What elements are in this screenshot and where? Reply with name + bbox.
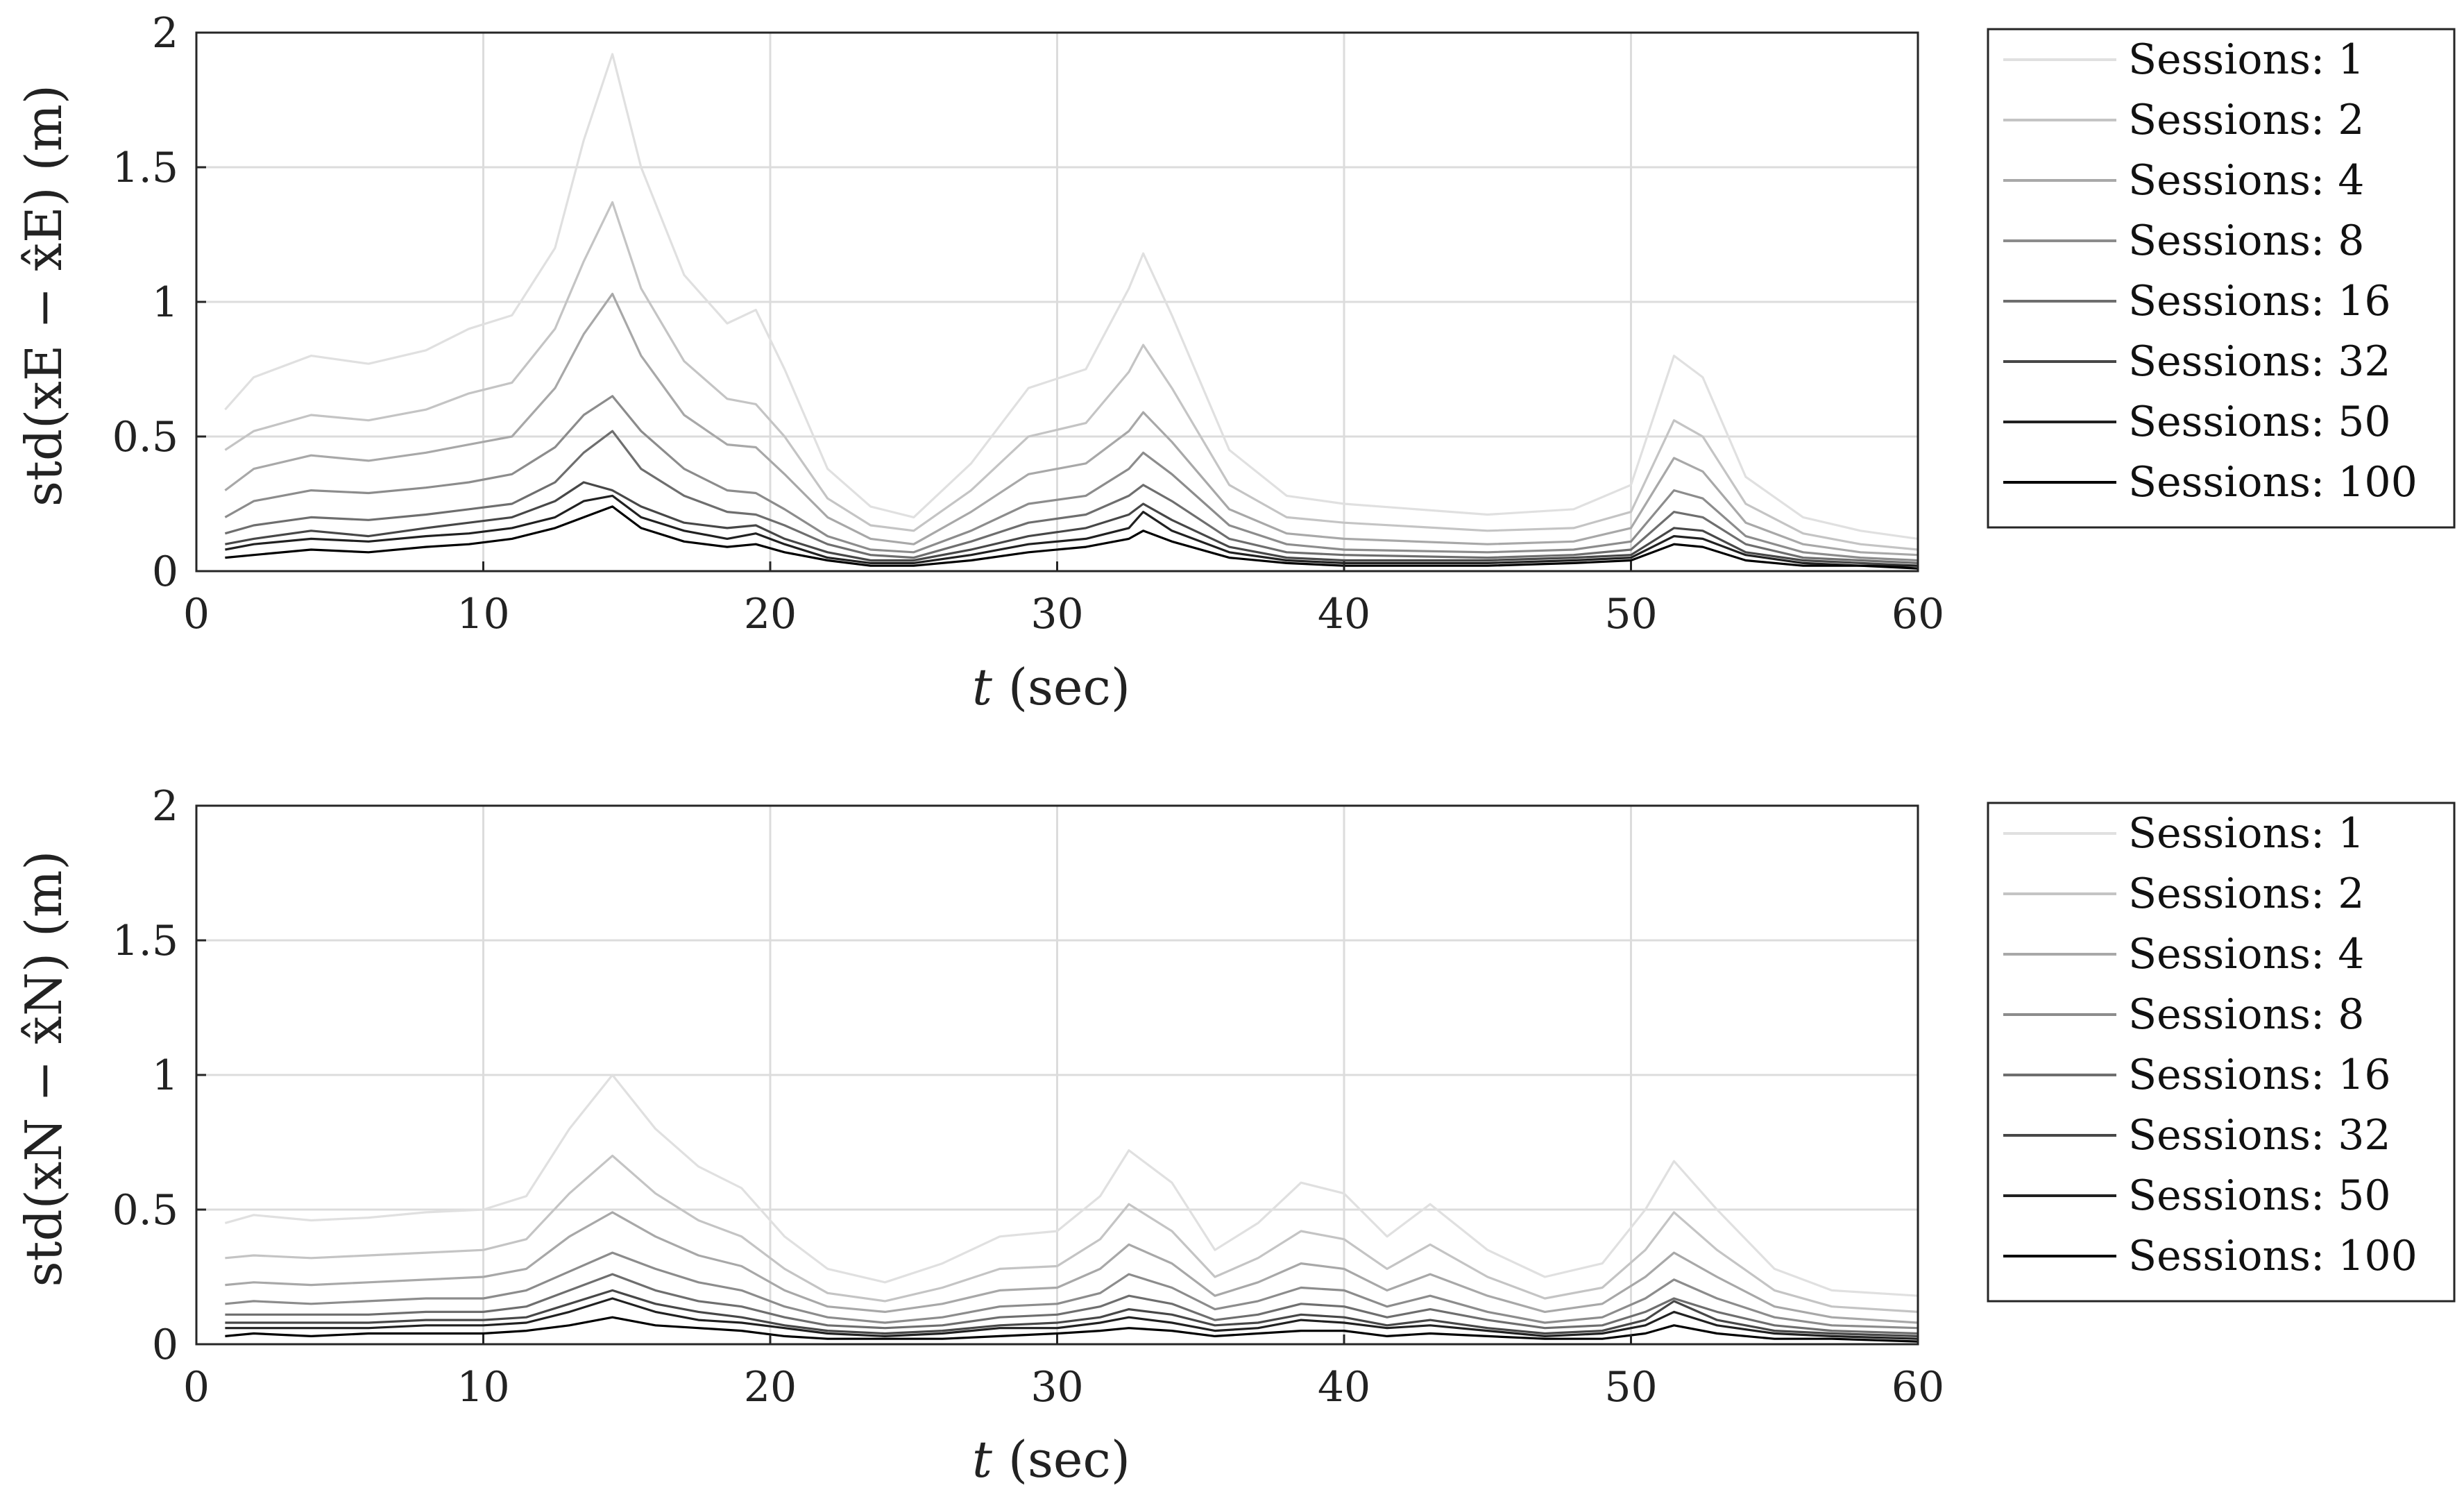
series-line-east-2 <box>224 292 1919 557</box>
legend-label-6: Sessions: 50 <box>2128 398 2391 446</box>
series-line-north-6 <box>225 1297 1919 1340</box>
x-tick-label-4: 40 <box>1318 590 1370 638</box>
legend-box <box>1987 802 2456 1303</box>
y-tick-label-1: 0.5 <box>112 413 178 461</box>
x-tick-label-1: 10 <box>457 590 509 638</box>
series-line-north-4 <box>225 1273 1919 1335</box>
grid-east <box>195 31 1919 573</box>
x-tick-label-5: 50 <box>1604 590 1657 638</box>
y-tick-label-1: 0.5 <box>112 1186 178 1235</box>
legend-label-0: Sessions: 1 <box>2128 809 2364 858</box>
legend-label-0: Sessions: 1 <box>2128 35 2364 84</box>
x-tick-label-6: 60 <box>1892 1363 1944 1412</box>
legend-label-1: Sessions: 2 <box>2128 870 2364 918</box>
x-tick-label-2: 20 <box>744 1363 797 1412</box>
y-tick-label-0: 0 <box>152 548 178 596</box>
y-tick-label-2: 1 <box>152 278 178 327</box>
panel-east: 0 10 20 30 40 50 60 0 0.5 1 1.5 2 t (sec) std(xE − … <box>15 9 2456 716</box>
legend-label-3: Sessions: 8 <box>2128 217 2364 265</box>
y-tick-label-4: 2 <box>152 9 178 58</box>
x-tick-label-1: 10 <box>457 1363 509 1412</box>
legend-label-3: Sessions: 8 <box>2128 990 2364 1039</box>
series-line-east-1 <box>224 201 1919 551</box>
y-tick-label-3: 1.5 <box>112 144 178 192</box>
legend-north: Sessions: 1 Sessions: 2 Sessions: 4 Session… <box>1987 802 2456 1303</box>
tick-labels-east: 0 10 20 30 40 50 60 0 0.5 1 1.5 2 <box>112 9 1945 638</box>
series-line-north-2 <box>225 1211 1919 1324</box>
series-line-north-0 <box>224 1074 1919 1297</box>
x-tick-label-3: 30 <box>1030 1363 1083 1412</box>
series-line-east-0 <box>224 53 1919 540</box>
series-line-east-7 <box>225 505 1919 570</box>
x-axis-label-north: t (sec) <box>972 1430 1130 1489</box>
legend-east: Sessions: 1 Sessions: 2 Sessions: 4 Session… <box>1987 28 2456 529</box>
tick-labels-north: 0 10 20 30 40 50 60 0 0.5 1 1.5 2 <box>112 782 1945 1412</box>
x-axis-var-north: t <box>972 1430 993 1489</box>
x-axis-unit-north: (sec) <box>992 1430 1130 1489</box>
legend-label-4: Sessions: 16 <box>2128 1051 2391 1099</box>
y-tick-label-3: 1.5 <box>112 917 178 965</box>
y-tick-label-2: 1 <box>152 1051 178 1100</box>
y-tick-label-0: 0 <box>152 1321 178 1369</box>
legend-label-1: Sessions: 2 <box>2128 96 2364 144</box>
series-group-north <box>224 1074 1919 1343</box>
legend-label-4: Sessions: 16 <box>2128 277 2391 325</box>
x-tick-label-0: 0 <box>183 590 210 638</box>
x-axis-var-east: t <box>972 658 993 716</box>
series-line-east-5 <box>225 481 1919 567</box>
series-line-north-3 <box>225 1251 1919 1330</box>
x-tick-label-5: 50 <box>1604 1363 1657 1412</box>
series-group-east <box>224 53 1919 570</box>
x-tick-label-2: 20 <box>744 590 797 638</box>
series-line-east-3 <box>224 395 1919 562</box>
y-axis-label-north: std(xN − x̂N) (m) <box>15 851 73 1287</box>
y-axis-label-east: std(xE − x̂E) (m) <box>15 85 73 507</box>
x-axis-unit-east: (sec) <box>992 658 1130 716</box>
series-line-north-1 <box>225 1154 1919 1313</box>
legend-box <box>1987 28 2456 529</box>
series-line-east-6 <box>225 494 1918 567</box>
y-tick-label-4: 2 <box>152 782 178 831</box>
x-axis-label-east: t (sec) <box>972 658 1130 716</box>
legend-label-2: Sessions: 4 <box>2128 930 2364 978</box>
legend-label-5: Sessions: 32 <box>2128 1111 2391 1160</box>
panel-north: 0 10 20 30 40 50 60 0 0.5 1 1.5 2 t (sec) std(xN − … <box>15 782 2456 1489</box>
series-line-east-4 <box>224 430 1919 564</box>
legend-label-2: Sessions: 4 <box>2128 156 2364 205</box>
x-tick-label-3: 30 <box>1030 590 1083 638</box>
series-line-north-7 <box>225 1316 1919 1343</box>
x-tick-label-4: 40 <box>1318 1363 1370 1412</box>
x-tick-label-6: 60 <box>1892 590 1944 638</box>
x-tick-label-0: 0 <box>183 1363 210 1412</box>
legend-label-7: Sessions: 100 <box>2128 458 2418 507</box>
legend-label-6: Sessions: 50 <box>2128 1171 2391 1220</box>
legend-label-5: Sessions: 32 <box>2128 337 2391 386</box>
legend-label-7: Sessions: 100 <box>2128 1232 2418 1280</box>
series-line-north-5 <box>225 1289 1919 1337</box>
